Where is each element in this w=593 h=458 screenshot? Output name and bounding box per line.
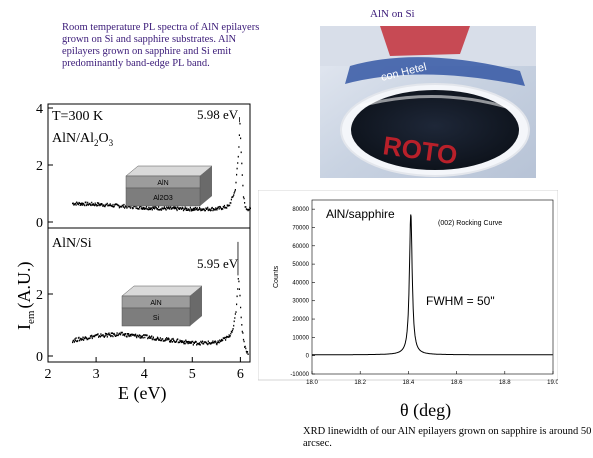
xrd-y-tick-label: 10000: [292, 335, 309, 341]
pl-y-tick-label: 0: [36, 216, 43, 231]
wafer-photo: con Hetel ROTO: [320, 26, 536, 178]
xrd-y-tick-label: 60000: [292, 244, 309, 250]
xrd-x-tick-label: 18.4: [403, 380, 415, 386]
xrd-y-tick-label: 20000: [292, 317, 309, 323]
pl-x-tick-label: 4: [141, 367, 148, 382]
peak-label-sapphire: 5.98 eV: [197, 107, 239, 122]
pl-spectrum-sapphire: [72, 122, 251, 212]
layer-bottom-sapphire: Al2O3: [153, 195, 173, 202]
temp-label: T=300 K: [52, 109, 103, 124]
layer-bottom-si: Si: [153, 315, 160, 322]
xrd-y-tick-label: 0: [306, 354, 310, 360]
pl-panel-bottom-frame: [47, 227, 251, 363]
xrd-y-tick-label: 80000: [292, 207, 309, 213]
xrd-x-tick-label: 18.2: [354, 380, 366, 386]
xrd-y-axis-label: Counts: [273, 265, 280, 288]
xrd-x-axis-label: θ (deg): [400, 400, 451, 421]
layer-schematic-si: AlN Si: [121, 285, 203, 327]
xrd-x-tick-label: 18.0: [306, 380, 318, 386]
layer-top-si: AlN: [150, 300, 161, 307]
layer-schematic-sapphire: AlN Al2O3: [125, 165, 213, 207]
pl-y-tick-label: 2: [36, 159, 43, 174]
pl-y-tick-label: 2: [36, 288, 43, 303]
xrd-rocking-curve-chart: 18.0 18.2 18.4 18.6 18.8 19.0 -10000 0 10000 2000…: [258, 190, 558, 421]
sample-label-si: AlN/Si: [52, 236, 92, 251]
xrd-x-tick-label: 18.6: [451, 380, 463, 386]
xrd-y-tick-label: 50000: [292, 262, 309, 268]
pl-y-axis-label: Iem(A.U.): [14, 262, 37, 330]
xrd-curve: [312, 214, 553, 356]
xrd-y-tick-label: 30000: [292, 299, 309, 305]
pl-x-tick-label: 2: [45, 367, 52, 382]
layer-top-sapphire: AlN: [157, 180, 168, 187]
xrd-annotation: (002) Rocking Curve: [438, 220, 502, 227]
pl-spectrum-si: [72, 278, 249, 355]
pl-x-tick-label: 3: [93, 367, 100, 382]
xrd-sample-label: AlN/sapphire: [326, 207, 395, 221]
sample-label-sapphire: AlN/Al2O3: [52, 131, 114, 148]
xrd-y-tick-label: 70000: [292, 225, 309, 231]
pl-caption: Room temperature PL spectra of AlN epila…: [62, 22, 260, 69]
peak-label-si: 5.95 eV: [197, 256, 239, 271]
pl-x-axis-label: E (eV): [118, 383, 166, 404]
xrd-caption: XRD linewidth of our AlN epilayers grown…: [303, 426, 592, 449]
wafer-title: AlN on Si: [370, 8, 415, 20]
xrd-y-tick-label: -10000: [290, 372, 309, 378]
pl-y-tick-label: 4: [36, 102, 43, 117]
pl-y-tick-label: 0: [36, 350, 43, 365]
pl-x-tick-label: 6: [237, 367, 244, 382]
xrd-y-tick-label: 40000: [292, 280, 309, 286]
pl-x-tick-label: 5: [189, 367, 196, 382]
xrd-x-tick-label: 19.0: [547, 380, 558, 386]
xrd-plot-frame: [311, 199, 554, 375]
xrd-fwhm-label: FWHM = 50": [426, 294, 495, 308]
xrd-x-tick-label: 18.8: [499, 380, 511, 386]
